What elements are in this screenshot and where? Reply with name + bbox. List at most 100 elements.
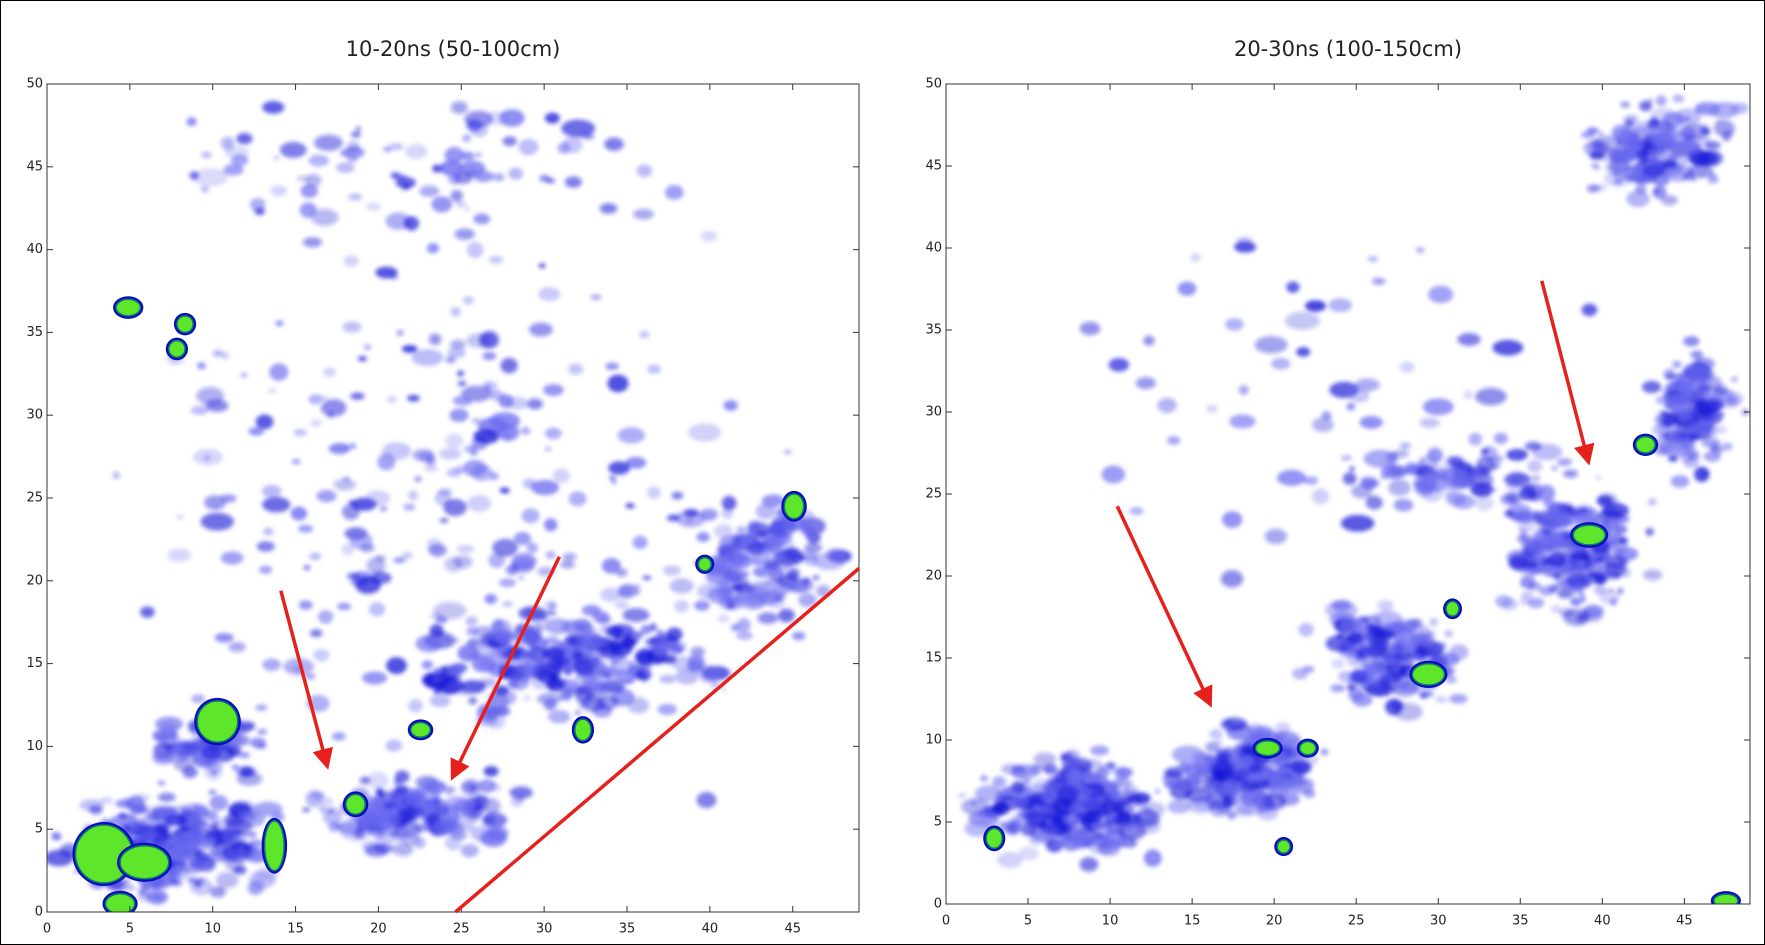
intensity-blob <box>1695 134 1703 139</box>
intensity-blob <box>663 565 681 575</box>
intensity-blob <box>804 554 818 566</box>
intensity-blob <box>499 645 509 653</box>
intensity-blob <box>1034 792 1039 796</box>
intensity-blob <box>134 794 149 802</box>
intensity-blob <box>1520 528 1527 533</box>
intensity-blob <box>590 294 601 300</box>
intensity-blob <box>544 518 558 531</box>
intensity-blob <box>1341 455 1352 461</box>
high-intensity-blob <box>265 821 284 871</box>
intensity-blob <box>1229 414 1255 428</box>
intensity-blob <box>607 375 628 393</box>
intensity-blob <box>1341 618 1361 633</box>
intensity-blob <box>1366 496 1383 510</box>
intensity-blob <box>417 796 428 803</box>
intensity-blob <box>1143 336 1154 346</box>
intensity-blob <box>407 395 420 402</box>
intensity-blob <box>451 101 468 114</box>
intensity-blob <box>1383 671 1391 675</box>
intensity-blob <box>1636 150 1649 159</box>
intensity-blob <box>466 333 492 348</box>
intensity-blob <box>545 428 562 439</box>
x-tick-label: 45 <box>784 922 801 937</box>
intensity-blob <box>347 155 358 163</box>
intensity-blob <box>386 657 407 674</box>
intensity-blob <box>128 886 136 890</box>
intensity-blob <box>1360 478 1377 490</box>
intensity-blob <box>1119 778 1124 782</box>
intensity-blob <box>393 557 406 563</box>
intensity-blob <box>1235 807 1253 816</box>
intensity-blob <box>622 608 649 622</box>
intensity-blob <box>351 131 361 137</box>
intensity-blob <box>310 629 322 637</box>
intensity-blob <box>1525 442 1542 451</box>
y-tick-label: 15 <box>925 651 942 666</box>
intensity-blob <box>402 345 418 353</box>
intensity-blob <box>582 695 605 711</box>
intensity-blob <box>625 503 634 508</box>
intensity-blob <box>1381 464 1404 477</box>
intensity-blob <box>1681 452 1694 463</box>
intensity-blob <box>1009 796 1030 809</box>
intensity-blob <box>347 572 359 579</box>
intensity-blob <box>1428 286 1453 303</box>
intensity-blob <box>1044 781 1057 789</box>
intensity-blob <box>240 373 247 377</box>
intensity-blob <box>439 448 461 460</box>
intensity-blob <box>1204 785 1212 789</box>
intensity-blob <box>1268 782 1277 787</box>
intensity-blob <box>1031 817 1039 821</box>
intensity-blob <box>1100 800 1123 815</box>
intensity-blob <box>205 400 228 412</box>
intensity-blob <box>1573 550 1590 562</box>
intensity-blob <box>514 532 532 545</box>
intensity-blob <box>112 472 119 479</box>
intensity-blob <box>1286 281 1299 292</box>
intensity-blob <box>152 894 163 901</box>
intensity-blob <box>1545 539 1558 551</box>
intensity-blob <box>1463 390 1473 399</box>
intensity-blob <box>405 144 427 159</box>
intensity-blob <box>1257 805 1278 820</box>
intensity-blob <box>342 504 360 520</box>
intensity-blob <box>1448 456 1464 467</box>
y-tick-label: 40 <box>925 241 942 256</box>
intensity-blob <box>1205 742 1220 753</box>
intensity-blob <box>1563 609 1590 626</box>
intensity-blob <box>667 515 680 522</box>
intensity-blob <box>1591 163 1598 168</box>
high-intensity-blob <box>346 794 365 814</box>
intensity-blob <box>343 322 362 332</box>
intensity-blob <box>602 558 621 574</box>
y-tick-label: 0 <box>934 897 942 912</box>
intensity-blob <box>980 775 988 782</box>
intensity-blob <box>701 231 717 242</box>
intensity-blob <box>1587 143 1599 152</box>
intensity-blob <box>311 791 325 799</box>
intensity-blob <box>373 825 408 843</box>
intensity-blob <box>223 164 243 175</box>
x-tick-label: 45 <box>1676 914 1693 929</box>
intensity-blob <box>659 631 668 636</box>
intensity-blob <box>1204 776 1214 784</box>
intensity-blob <box>196 757 217 769</box>
intensity-blob <box>1492 340 1523 356</box>
y-tick-label: 20 <box>925 569 942 584</box>
intensity-blob <box>1501 598 1518 610</box>
intensity-blob <box>396 177 416 188</box>
intensity-blob <box>348 193 362 200</box>
intensity-blob <box>1504 473 1531 487</box>
intensity-blob <box>1642 381 1661 393</box>
intensity-blob <box>257 729 266 735</box>
intensity-blob <box>1348 388 1369 403</box>
intensity-blob <box>201 152 211 157</box>
intensity-blob <box>1372 278 1386 285</box>
intensity-blob <box>227 847 250 863</box>
intensity-blob <box>445 147 464 163</box>
intensity-blob <box>523 478 536 488</box>
intensity-blob <box>736 526 746 533</box>
intensity-blob <box>431 196 452 212</box>
intensity-blob <box>494 629 516 643</box>
chart-title: 20-30ns (100-150cm) <box>1234 37 1462 61</box>
